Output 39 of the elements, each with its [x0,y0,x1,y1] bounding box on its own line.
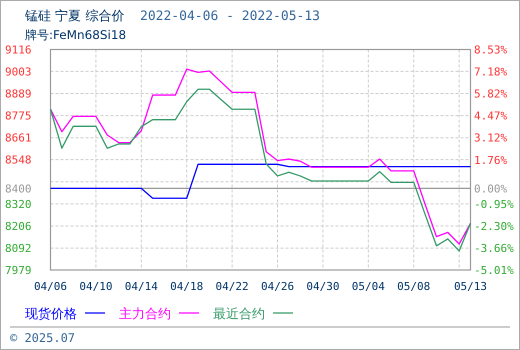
y-tick-label: 8661 [5,132,32,145]
x-tick-label: 05/04 [352,280,386,293]
y2-tick-label: 5.82% [474,88,508,101]
legend-label: 现货价格 [25,307,77,322]
y2-tick-label: -0.95% [474,198,514,211]
x-tick-label: 04/14 [124,280,158,293]
legend-label: 主力合约 [119,306,171,322]
y-tick-label: 9116 [5,44,32,56]
y2-tick-label: 4.47% [474,110,508,123]
x-tick-label: 04/30 [306,280,340,293]
y2-tick-label: 8.53% [474,44,508,56]
y-tick-label: 9003 [5,65,32,78]
x-tick-label: 04/06 [34,280,68,293]
text: © 2025.07 [10,331,76,345]
y-tick-label: 8775 [5,110,32,123]
y-tick-label: 8320 [5,198,32,211]
y-tick-label: 8092 [5,242,32,256]
y-tick-label: 7979 [5,264,32,277]
x-tick-label: 05/08 [397,280,430,293]
y2-tick-label: 3.12% [474,132,508,145]
y-tick-label: 8400 [5,182,32,196]
y2-tick-label: 0.00% [474,182,508,196]
y-tick-label: 8206 [5,220,32,233]
x-tick-label: 04/18 [170,280,204,293]
y-tick-label: 8548 [5,154,32,167]
x-tick-label: 04/10 [79,280,112,293]
y2-tick-label: -5.01% [474,264,514,277]
chart-subtitle: 2022-04-06 - 2022-05-13 [140,9,320,24]
text: 牌号:FeMn68Si18 [25,28,126,42]
x-tick-label: 04/22 [216,280,249,293]
y2-tick-label: -2.30% [474,220,514,233]
x-tick-label: 05/13 [454,280,488,293]
chart-title: 锰硅 宁夏 综合价 [24,8,124,24]
y2-tick-label: -3.66% [474,242,514,256]
legend-label: 最近合约 [213,307,265,322]
y2-tick-label: 1.76% [474,154,508,167]
y-tick-label: 8889 [5,88,32,101]
y2-tick-label: 7.18% [474,65,508,78]
x-tick-label: 04/26 [260,280,294,293]
